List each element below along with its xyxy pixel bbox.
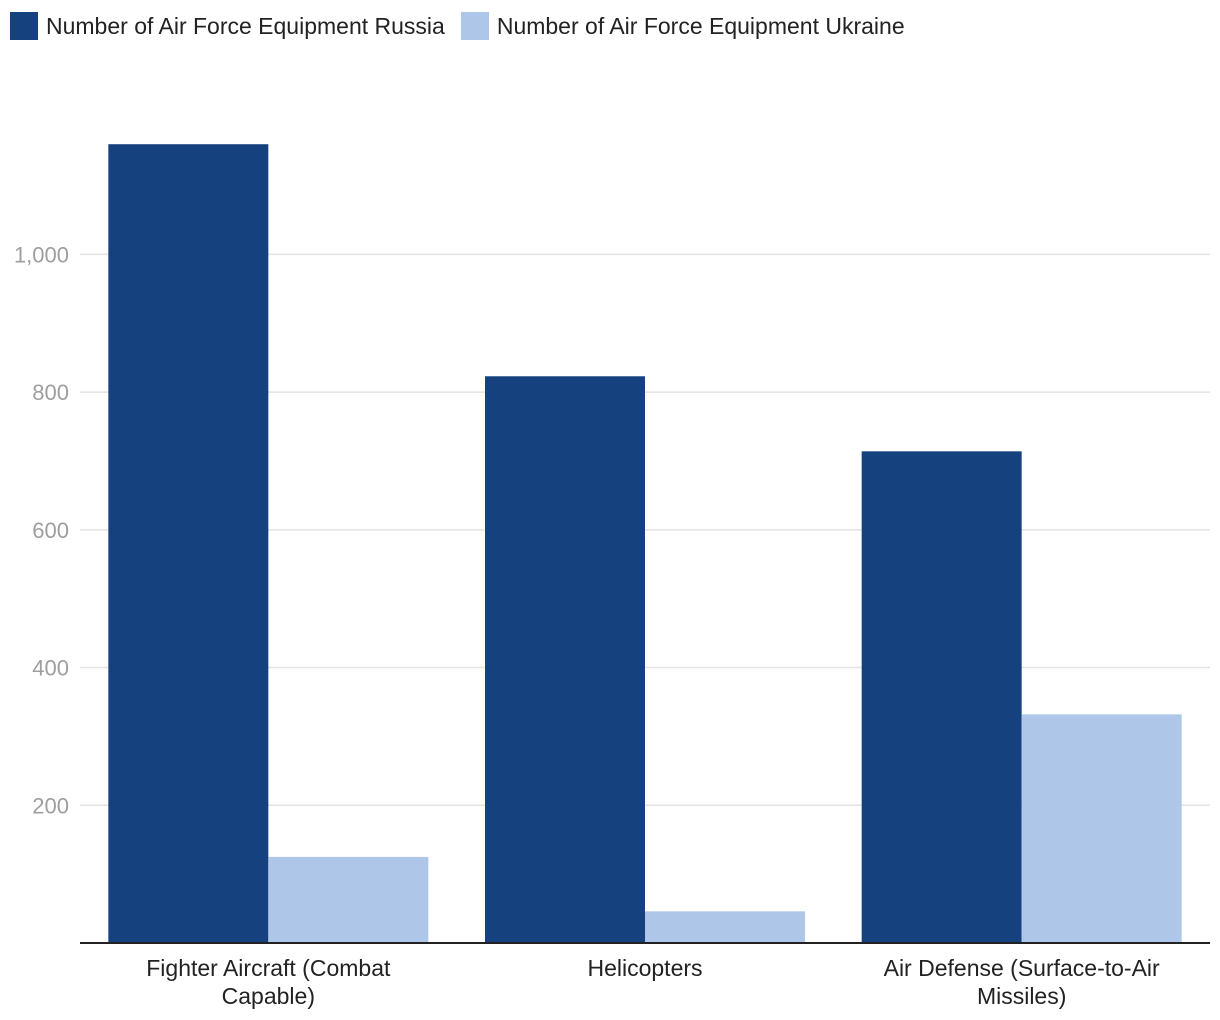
legend-label-ukraine: Number of Air Force Equipment Ukraine: [496, 12, 905, 39]
bar-russia-1: [485, 376, 645, 944]
bar-russia-2: [861, 451, 1022, 943]
y-tick-label-200: 200: [32, 793, 69, 818]
x-category-label-2-0: Air Defense (Surface-to-Air: [884, 955, 1160, 981]
x-category-label-0-0: Fighter Aircraft (Combat: [146, 955, 391, 981]
bar-ukraine-0: [268, 856, 429, 943]
legend-swatch-ukraine: [460, 12, 489, 40]
bar-russia-0: [108, 144, 269, 943]
x-category-label-0-1: Capable): [222, 983, 315, 1009]
y-axis-ticks: 200 400 600 800 1,000: [14, 242, 69, 818]
y-tick-label-800: 800: [32, 380, 69, 405]
bar-ukraine-1: [645, 911, 805, 943]
x-category-label-1-0: Helicopters: [587, 955, 702, 981]
legend-label-russia: Number of Air Force Equipment Russia: [46, 12, 445, 39]
legend-item-ukraine[interactable]: Number of Air Force Equipment Ukraine: [460, 12, 905, 40]
x-category-label-2-1: Missiles): [977, 983, 1066, 1009]
bar-ukraine-2: [1021, 714, 1182, 943]
legend-item-russia[interactable]: Number of Air Force Equipment Russia: [10, 12, 445, 40]
y-tick-label-1000: 1,000: [14, 242, 69, 267]
y-tick-label-400: 400: [32, 656, 69, 681]
legend: Number of Air Force Equipment Russia Num…: [10, 8, 921, 44]
legend-swatch-russia: [10, 12, 38, 40]
y-tick-label-600: 600: [32, 518, 69, 543]
bars: [108, 144, 1182, 944]
